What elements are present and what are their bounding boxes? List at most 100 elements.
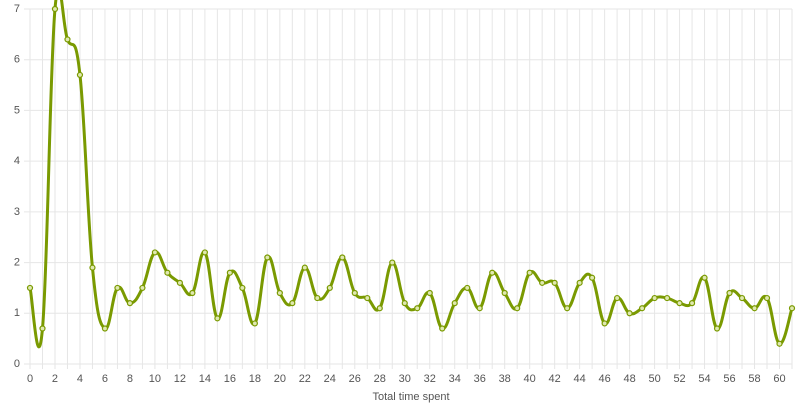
y-tick-label: 0 (14, 358, 20, 370)
x-tick-label: 6 (102, 373, 108, 385)
y-tick-label: 7 (14, 3, 20, 15)
data-point (788, 305, 796, 312)
data-point (576, 279, 583, 286)
x-tick-label: 26 (349, 373, 361, 385)
data-point (264, 254, 271, 261)
data-point (464, 284, 471, 292)
data-point (64, 36, 71, 43)
x-tick-label: 32 (424, 373, 436, 385)
y-tick-label: 2 (14, 256, 20, 268)
x-tick-label: 10 (149, 373, 161, 385)
data-point (676, 300, 683, 307)
data-point (451, 300, 458, 307)
x-tick-label: 18 (249, 373, 261, 385)
data-point (251, 320, 258, 327)
data-point (401, 300, 408, 307)
data-point (601, 320, 608, 327)
x-tick-label: 38 (499, 373, 511, 385)
x-tick-label: 14 (199, 373, 211, 385)
x-tick-label: 50 (648, 373, 660, 385)
data-point (526, 269, 533, 276)
data-point (126, 300, 134, 307)
y-tick-label: 6 (14, 54, 20, 66)
data-point (663, 294, 671, 302)
data-point (164, 269, 171, 276)
data-point (39, 325, 46, 332)
x-tick-label: 12 (174, 373, 186, 385)
data-point (326, 284, 333, 292)
data-point (351, 289, 358, 297)
x-tick-label: 46 (598, 373, 610, 385)
data-point (751, 305, 758, 312)
data-point (239, 284, 246, 292)
data-point (201, 249, 208, 256)
x-tick-label: 20 (274, 373, 286, 385)
x-tick-label: 54 (698, 373, 710, 385)
x-tick-label: 22 (299, 373, 311, 385)
x-tick-label: 24 (324, 373, 336, 385)
x-tick-label: 48 (623, 373, 635, 385)
data-point (189, 289, 196, 297)
data-point (114, 284, 121, 292)
y-tick-label: 5 (14, 104, 20, 116)
y-tick-label: 4 (14, 155, 20, 167)
data-point (314, 294, 321, 302)
data-line (28, 0, 794, 349)
data-point (101, 325, 109, 332)
data-point (214, 315, 221, 322)
data-point (626, 310, 633, 317)
data-point (139, 284, 146, 292)
data-point (726, 289, 733, 297)
data-point (51, 5, 59, 13)
x-tick-label: 40 (524, 373, 536, 385)
x-tick-label: 30 (399, 373, 411, 385)
x-tick-label: 0 (27, 373, 33, 385)
data-point (688, 300, 696, 307)
data-point (426, 289, 433, 297)
x-tick-label: 28 (374, 373, 386, 385)
data-point (763, 294, 771, 302)
data-point (539, 279, 546, 286)
x-tick-label: 2 (52, 373, 58, 385)
x-tick-label: 16 (224, 373, 236, 385)
data-point (651, 294, 658, 302)
data-point (638, 305, 646, 312)
x-tick-label: 60 (773, 373, 785, 385)
data-point (376, 305, 383, 312)
data-point (26, 284, 34, 292)
x-tick-label: 36 (474, 373, 486, 385)
data-point (289, 300, 296, 307)
data-point (301, 264, 308, 271)
data-point (476, 305, 483, 312)
data-point (489, 269, 496, 276)
data-point (614, 294, 621, 302)
x-axis-title: Total time spent (372, 391, 449, 403)
x-tick-label: 52 (673, 373, 685, 385)
data-point (738, 294, 746, 302)
data-point (551, 279, 558, 286)
x-tick-label: 34 (449, 373, 461, 385)
data-point (76, 71, 84, 79)
x-tick-label: 4 (77, 373, 83, 385)
x-tick-label: 56 (723, 373, 735, 385)
data-point (776, 340, 783, 347)
data-point (701, 274, 708, 281)
data-point (151, 249, 159, 256)
data-point (364, 294, 371, 302)
x-tick-label: 42 (549, 373, 561, 385)
data-point (89, 264, 96, 271)
data-point (176, 279, 184, 286)
data-point (589, 274, 596, 281)
data-point (439, 325, 446, 332)
data-point (339, 254, 346, 261)
x-tick-label: 58 (748, 373, 760, 385)
data-point (713, 325, 721, 332)
data-point (514, 305, 521, 312)
data-point (276, 289, 283, 297)
x-tick-label: 44 (574, 373, 586, 385)
y-tick-label: 3 (14, 206, 20, 218)
x-tick-label: 8 (127, 373, 133, 385)
y-tick-label: 1 (14, 307, 20, 319)
